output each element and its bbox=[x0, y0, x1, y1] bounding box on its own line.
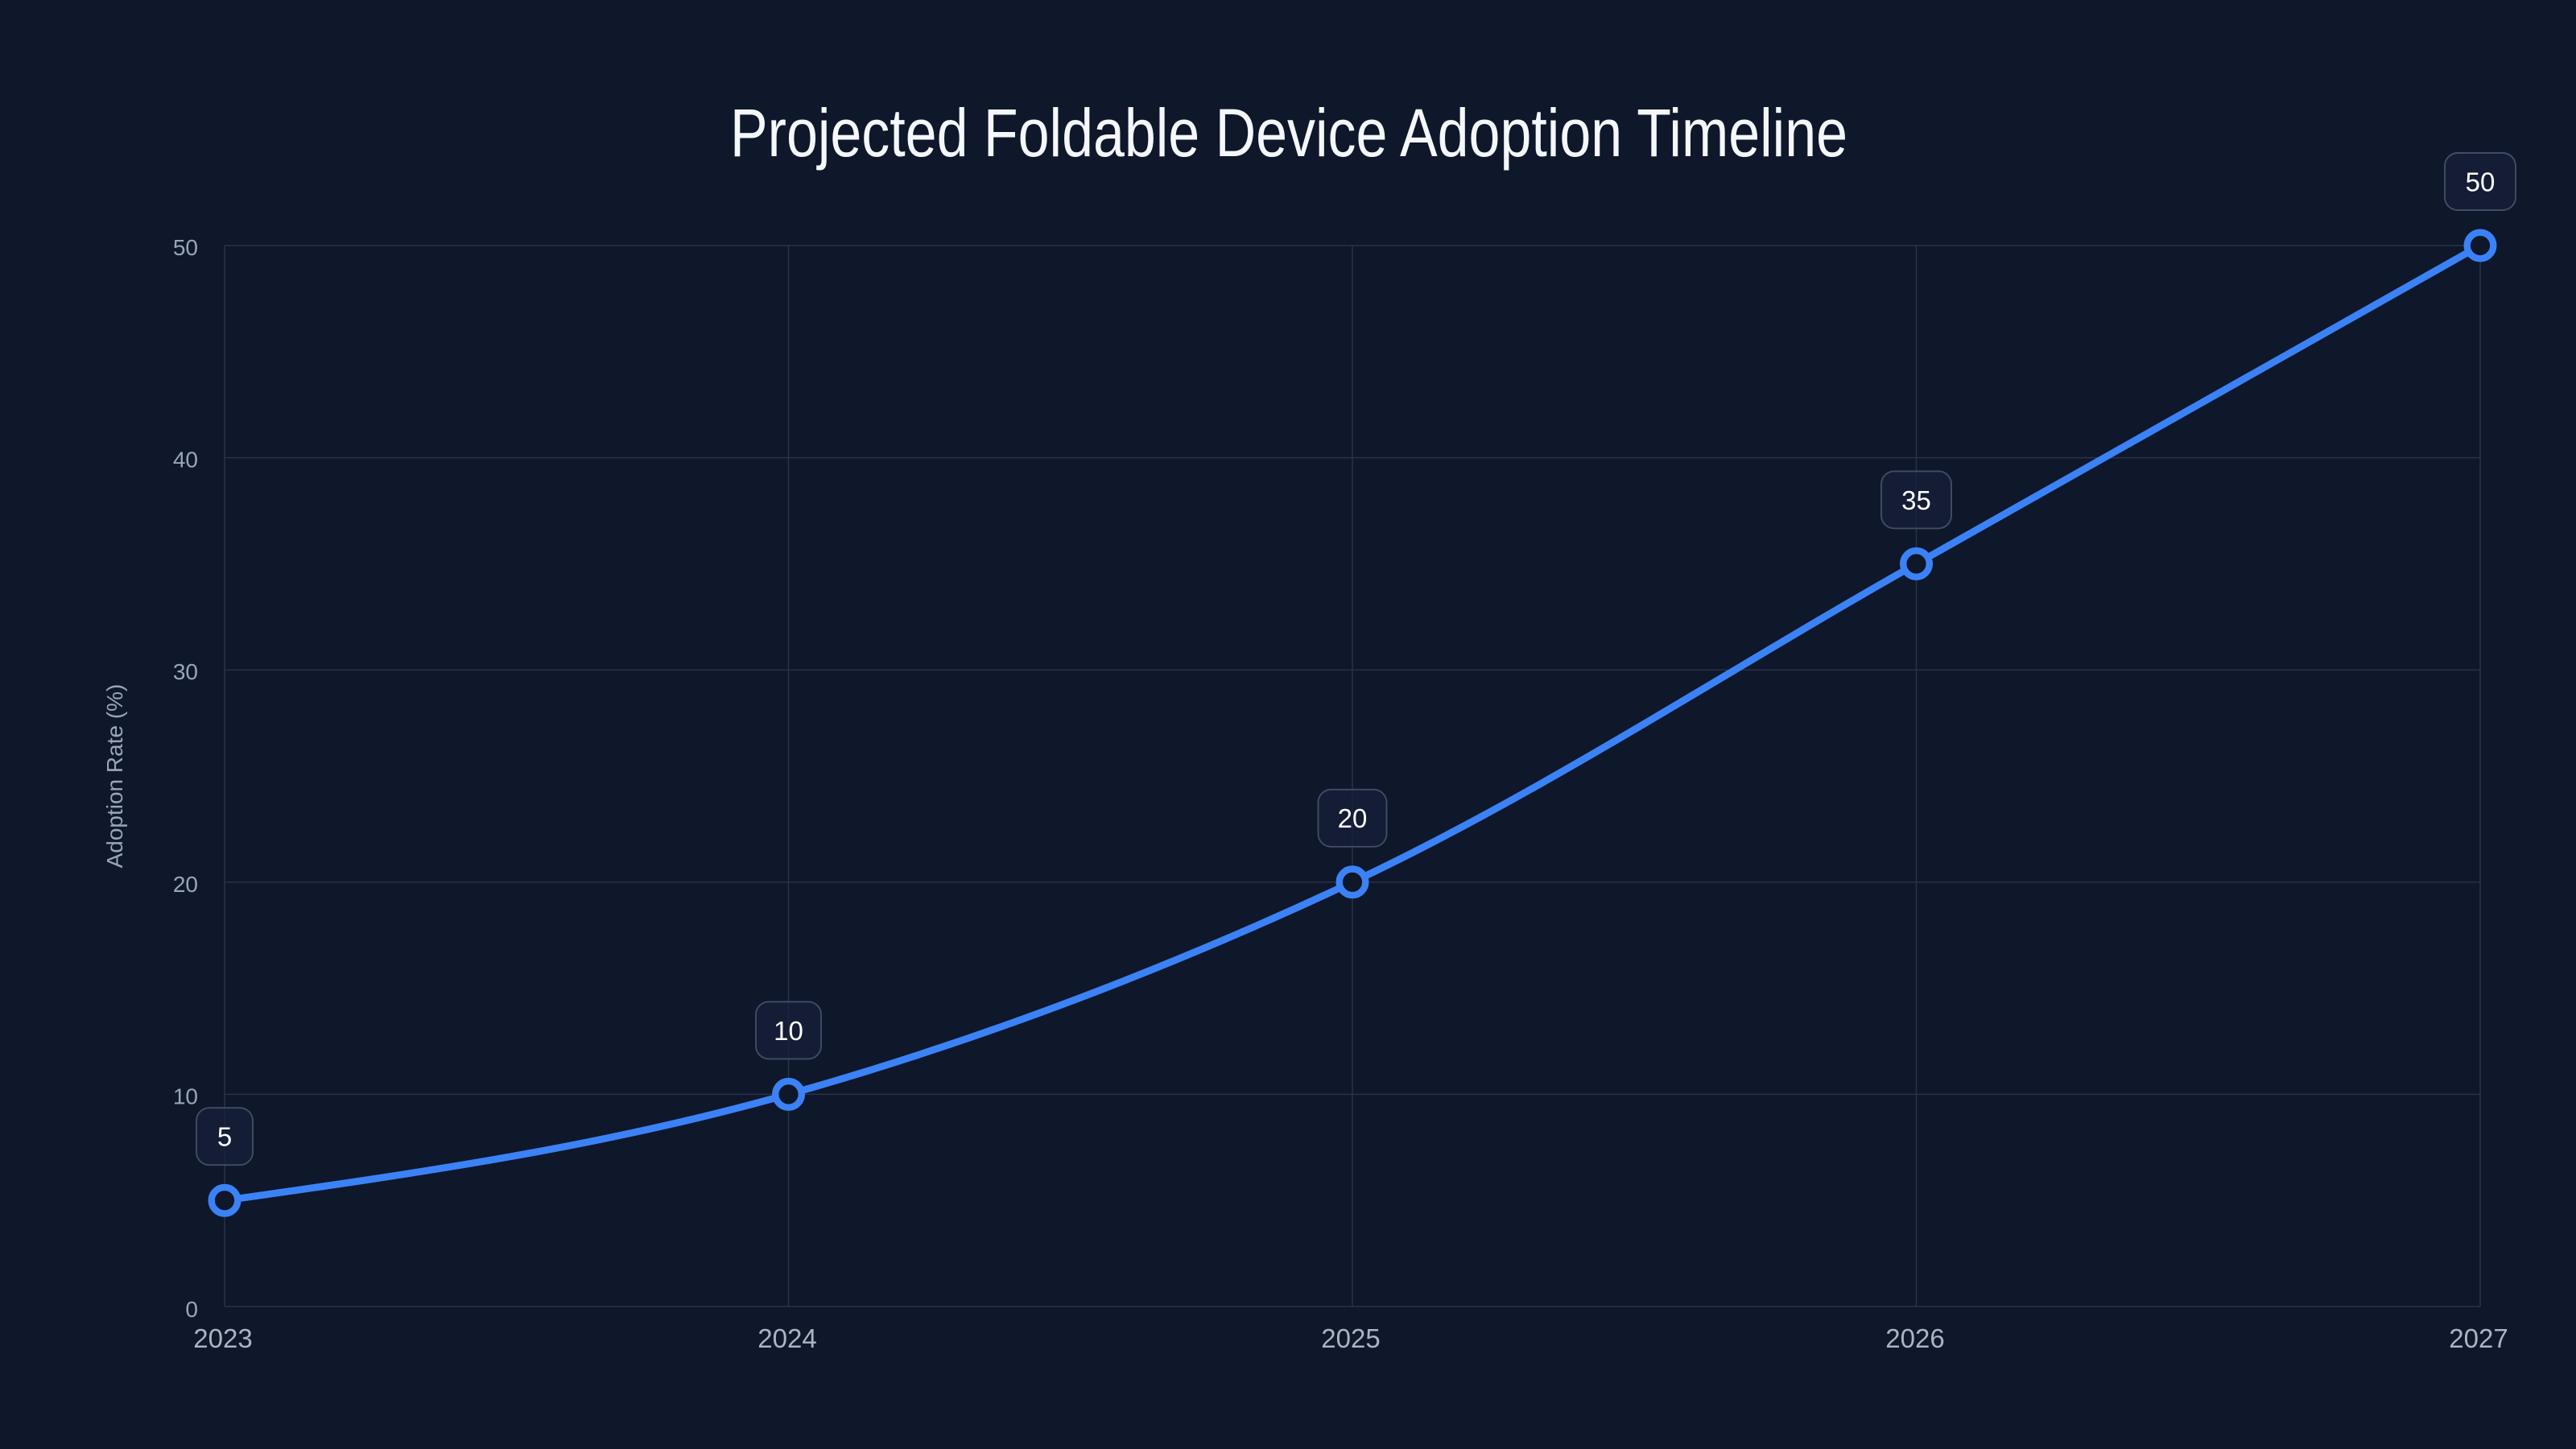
svg-text:40: 40 bbox=[173, 448, 198, 473]
svg-text:Projected Foldable Device Adop: Projected Foldable Device Adoption Timel… bbox=[730, 95, 1847, 171]
svg-text:2025: 2025 bbox=[1321, 1323, 1380, 1353]
svg-text:35: 35 bbox=[1901, 485, 1931, 515]
svg-text:2024: 2024 bbox=[758, 1323, 816, 1353]
svg-text:2027: 2027 bbox=[2449, 1323, 2508, 1353]
svg-text:10: 10 bbox=[774, 1016, 803, 1046]
svg-text:20: 20 bbox=[1338, 803, 1368, 833]
svg-text:5: 5 bbox=[217, 1122, 232, 1152]
svg-text:Adoption Rate (%): Adoption Rate (%) bbox=[102, 684, 127, 869]
svg-text:0: 0 bbox=[185, 1297, 198, 1322]
svg-text:2026: 2026 bbox=[1885, 1323, 1944, 1353]
svg-text:2023: 2023 bbox=[193, 1323, 252, 1353]
svg-text:50: 50 bbox=[2466, 167, 2496, 196]
svg-text:30: 30 bbox=[173, 659, 198, 684]
svg-text:50: 50 bbox=[173, 235, 198, 260]
svg-text:20: 20 bbox=[173, 872, 198, 897]
svg-text:10: 10 bbox=[173, 1084, 198, 1108]
